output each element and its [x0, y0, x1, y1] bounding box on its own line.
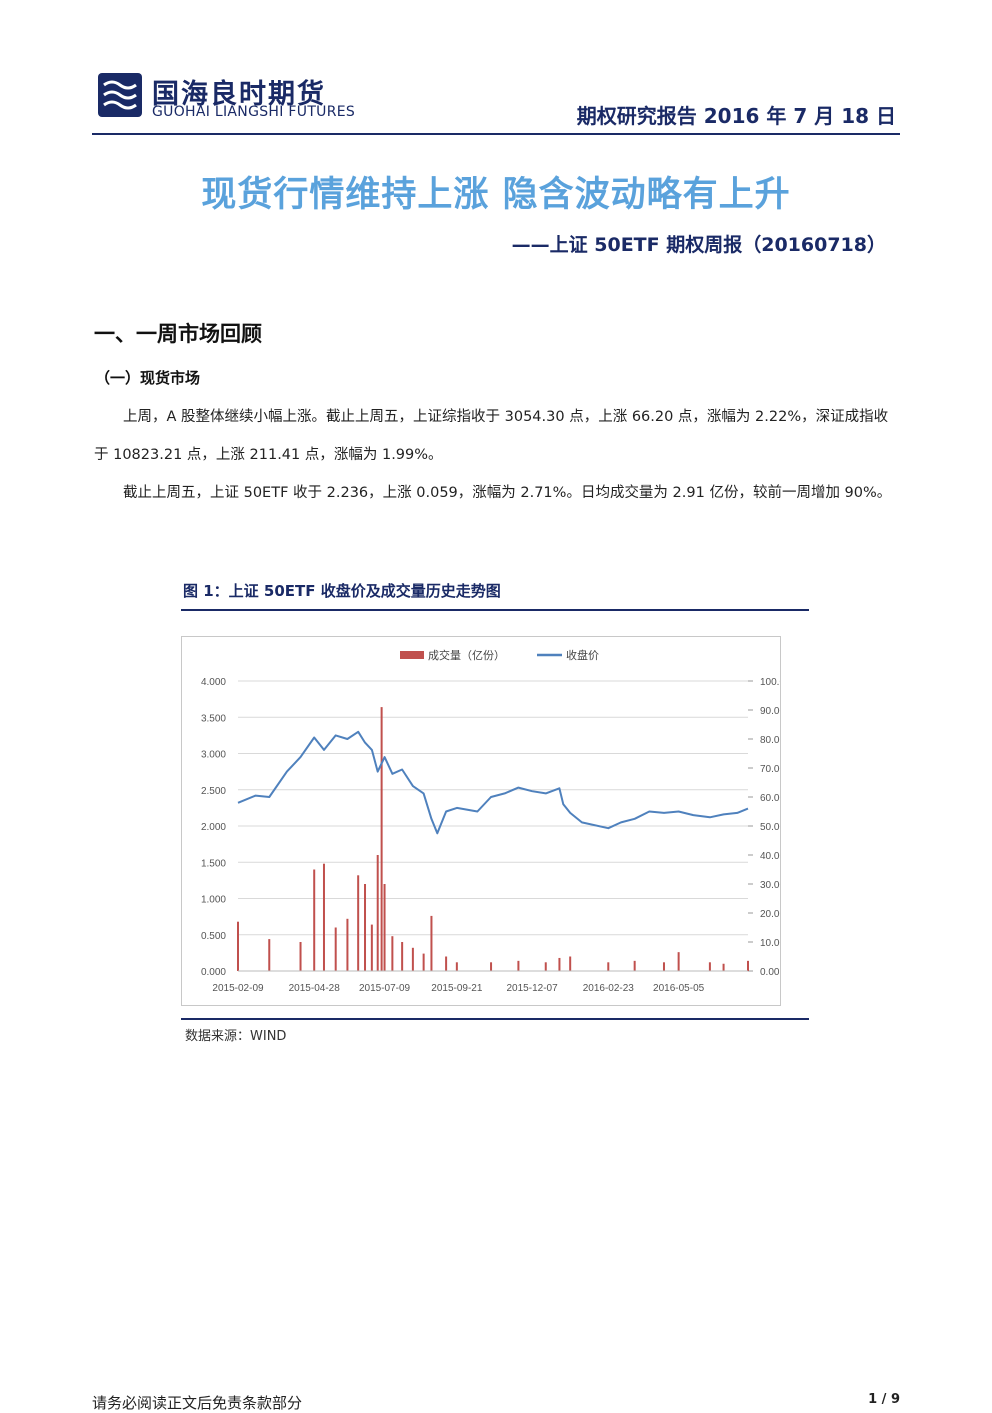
y-left-tick-label: 1.000 [201, 895, 226, 906]
y-right-tick-label: 10.00 [760, 938, 780, 949]
volume-bar [364, 884, 367, 971]
x-tick-label: 2015-02-09 [212, 983, 264, 994]
x-tick-label: 2015-04-28 [289, 983, 341, 994]
volume-bar [411, 947, 414, 971]
price-volume-chart: 0.000 0.500 1.000 1.500 2.000 2.500 3.000 3.500… [201, 648, 780, 994]
volume-bar [376, 855, 379, 971]
volume-bar [346, 918, 349, 971]
y-left-tick-label: 3.000 [201, 750, 226, 761]
brand-name-cn: 国海良时期货 [152, 79, 326, 110]
price-line [237, 730, 749, 835]
y-left-tick-label: 2.000 [201, 822, 226, 833]
chart-container: 0.000 0.500 1.000 1.500 2.000 2.500 3.000 3.500… [181, 636, 781, 1006]
y-left-tick-label: 1.500 [201, 858, 226, 869]
y-left-tick-label: 0.000 [201, 967, 226, 978]
volume-bar [677, 952, 680, 971]
volume-bar [544, 962, 547, 971]
volume-bar [422, 953, 425, 971]
brand-name-en: GUOHAI LIANGSHI FUTURES [152, 104, 356, 120]
x-tick-label: 2015-09-21 [431, 983, 483, 994]
volume-bar [299, 942, 302, 971]
volume-bar [490, 962, 493, 971]
y-right-tick-label: 90.00 [760, 706, 780, 717]
y-left-tick-label: 4.000 [201, 677, 226, 688]
volume-bar [517, 960, 520, 971]
y-right-tick-label: 40.00 [760, 851, 780, 862]
volume-bar [370, 924, 373, 971]
section-heading: 一、一周市场回顾 [94, 322, 262, 346]
volume-bar [607, 962, 610, 971]
volume-bar [430, 915, 433, 971]
y-left-tick-label: 3.500 [201, 713, 226, 724]
volume-bar [633, 960, 636, 971]
page-number: 1 / 9 [868, 1392, 900, 1407]
volume-bar [334, 927, 337, 971]
y-right-tick-label: 100.00 [760, 677, 780, 688]
figure-bottom-rule [181, 1018, 809, 1020]
header-divider [92, 133, 900, 135]
volume-bar [383, 884, 386, 971]
volume-bar [313, 869, 316, 971]
subsection-heading: （一）现货市场 [95, 369, 201, 387]
y-right-tick-label: 80.00 [760, 735, 780, 746]
paragraph: 上周，A 股整体继续小幅上涨。截止上周五，上证综指收于 3054.30 点，上涨… [94, 409, 889, 463]
legend-swatch-volume [400, 651, 424, 659]
report-title: 现货行情维持上涨 隐含波动略有上升 [201, 175, 791, 215]
volume-bar [662, 962, 665, 971]
volume-bar [569, 956, 572, 971]
volume-bar [237, 921, 239, 971]
x-tick-label: 2016-05-05 [653, 983, 705, 994]
volume-bar [391, 936, 394, 971]
volume-bar [268, 939, 271, 971]
legend-label-price: 收盘价 [566, 648, 599, 662]
x-tick-label: 2015-07-09 [359, 983, 411, 994]
x-tick-label: 2016-02-23 [583, 983, 635, 994]
y-left-tick-label: 0.500 [201, 931, 226, 942]
y-right-tick-label: 70.00 [760, 764, 780, 775]
y-right-tick-label: 50.00 [760, 822, 780, 833]
volume-bar [380, 707, 383, 971]
volume-bar [445, 956, 448, 971]
legend-label-volume: 成交量（亿份） [428, 648, 505, 662]
company-logo-icon [98, 73, 142, 117]
paragraph: 截止上周五，上证 50ETF 收于 2.236，上涨 0.059，涨幅为 2.7… [123, 485, 892, 501]
volume-bar [558, 957, 561, 971]
y-left-tick-label: 2.500 [201, 786, 226, 797]
volume-bar [357, 875, 360, 971]
y-right-tick-label: 0.00 [760, 967, 780, 978]
y-right-tick-label: 60.00 [760, 793, 780, 804]
volume-bar [722, 963, 725, 971]
y-right-tick-label: 20.00 [760, 909, 780, 920]
data-source-note: 数据来源：WIND [185, 1029, 287, 1044]
report-date-tag: 期权研究报告 2016 年 7 月 18 日 [576, 104, 896, 128]
volume-bar [747, 960, 749, 971]
y-right-tick-label: 30.00 [760, 880, 780, 891]
volume-bar [708, 962, 711, 971]
x-tick-label: 2015-12-07 [507, 983, 559, 994]
volume-bar [401, 942, 404, 971]
report-subtitle: ——上证 50ETF 期权周报（20160718） [511, 234, 886, 256]
figure-caption: 图 1：上证 50ETF 收盘价及成交量历史走势图 [183, 582, 501, 600]
figure-top-rule [181, 609, 809, 611]
volume-bar [455, 962, 458, 971]
volume-bar [322, 863, 325, 971]
